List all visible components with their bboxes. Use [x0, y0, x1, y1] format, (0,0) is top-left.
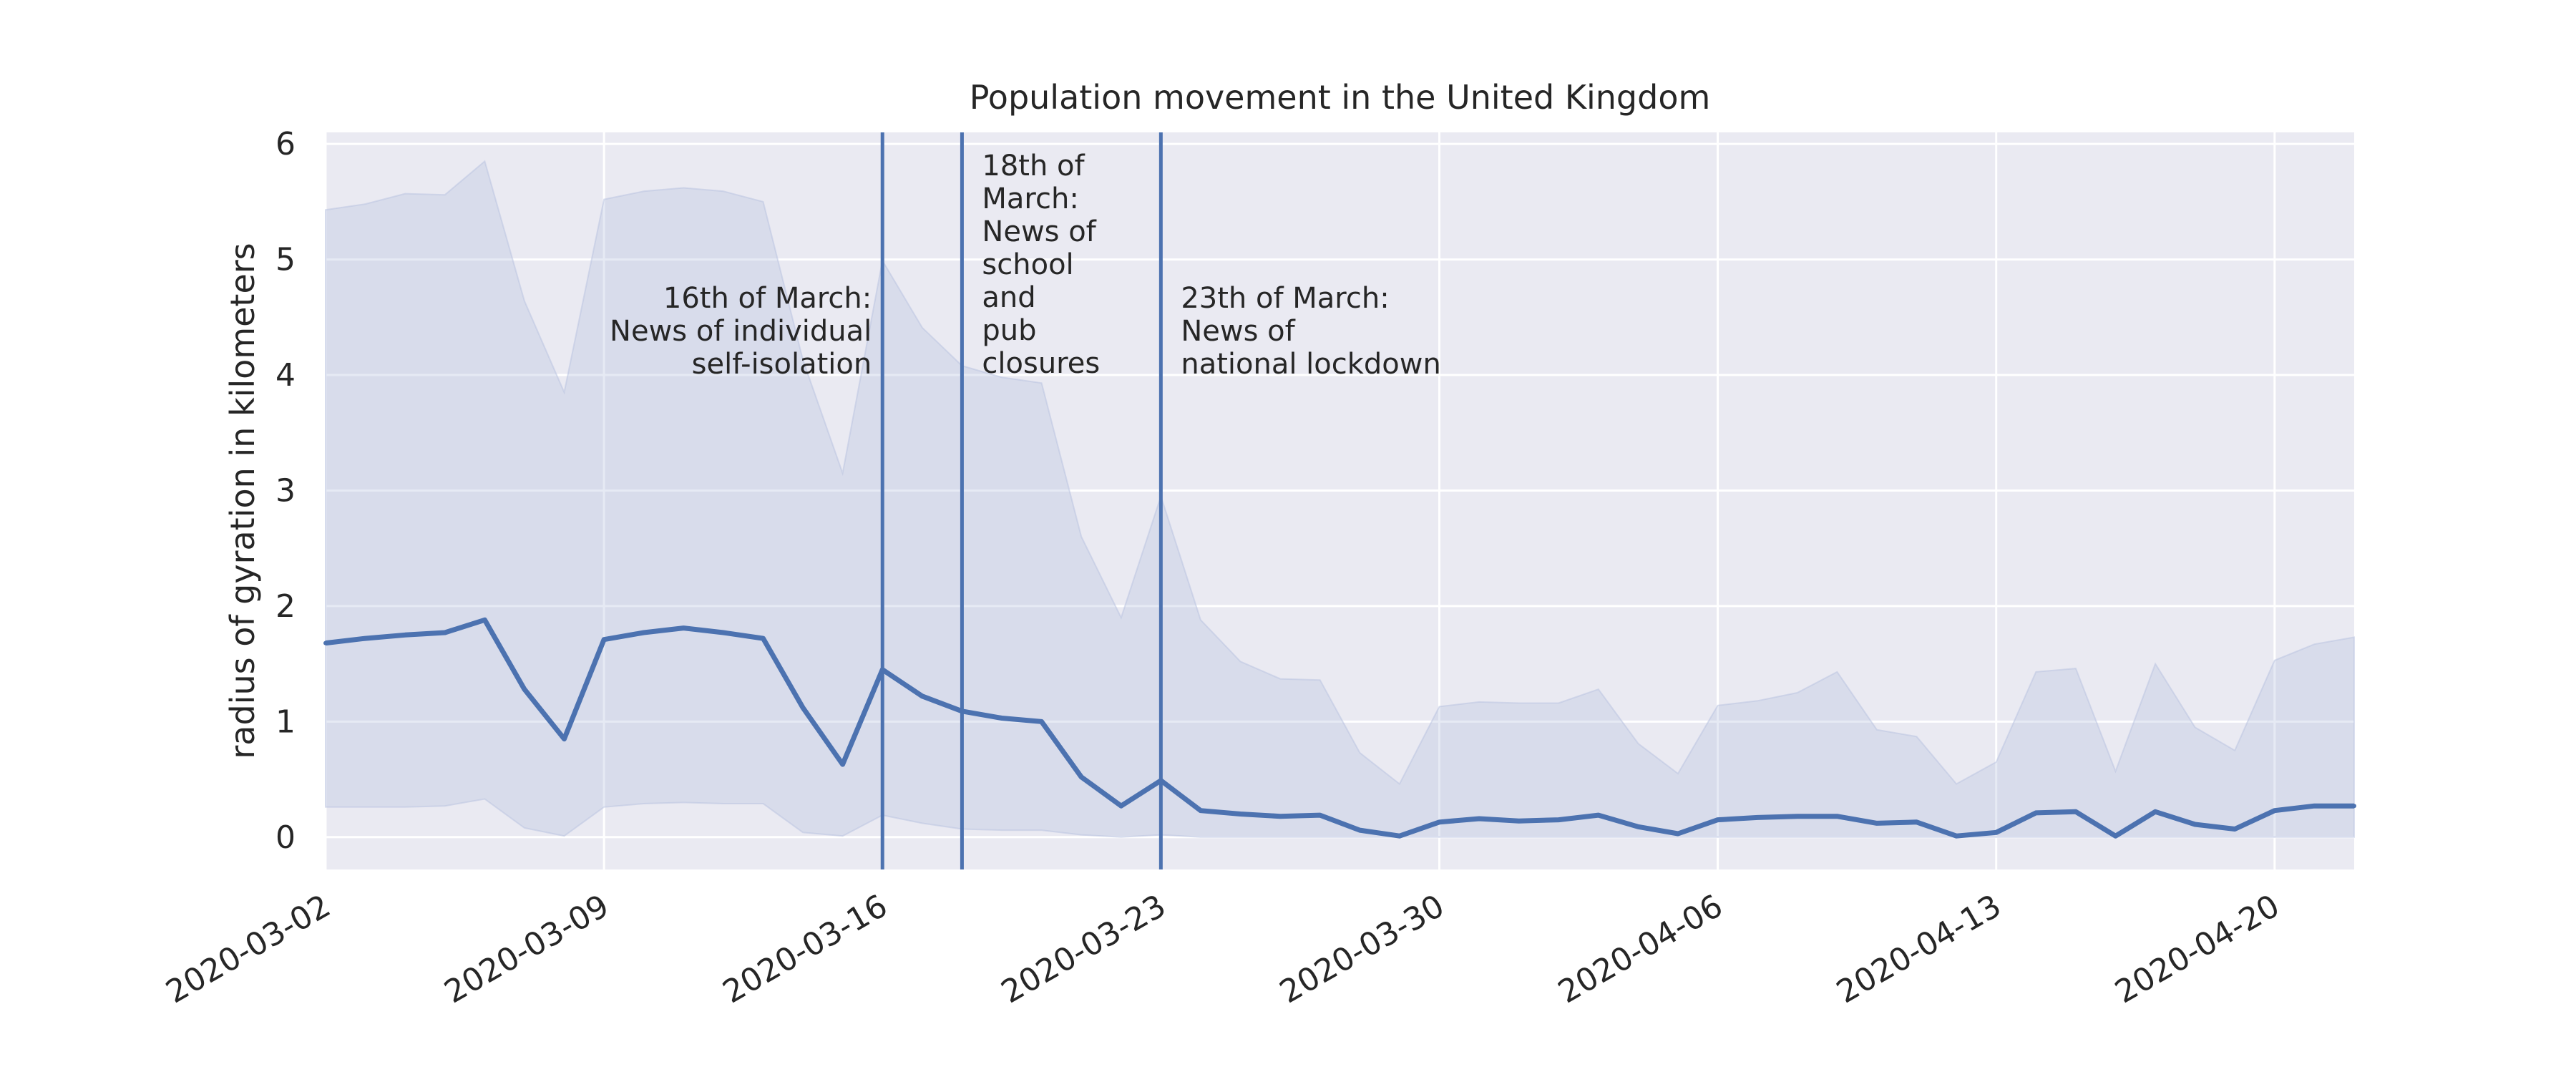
- data-point: [1715, 817, 1720, 822]
- x-tick-label: 2020-04-13: [1830, 887, 2007, 1010]
- data-point: [641, 630, 646, 635]
- annotation-text: March:: [982, 182, 1078, 215]
- data-point: [2272, 808, 2277, 813]
- data-point: [403, 633, 408, 638]
- data-point: [1954, 834, 1959, 839]
- x-tick-label: 2020-03-09: [439, 887, 615, 1010]
- data-point: [801, 705, 806, 710]
- series-line: [325, 617, 2354, 839]
- data-point: [1556, 817, 1561, 822]
- series-line-layer: [323, 617, 2356, 839]
- data-point: [562, 736, 567, 741]
- annotation-text: 18th of: [982, 150, 1085, 182]
- annotation-text: News of individual: [610, 315, 872, 348]
- data-point: [1079, 774, 1084, 779]
- data-point: [323, 640, 328, 645]
- confidence-band-layer: [325, 160, 2355, 838]
- data-point: [1676, 831, 1680, 836]
- data-point: [1118, 804, 1123, 809]
- data-point: [1039, 719, 1044, 724]
- data-point: [1000, 716, 1004, 721]
- data-point: [1357, 828, 1362, 833]
- annotation-text: self-isolation: [692, 348, 872, 381]
- data-point: [1397, 834, 1402, 839]
- data-point: [1835, 814, 1840, 819]
- data-point: [1596, 813, 1601, 818]
- data-point: [1477, 816, 1482, 821]
- data-point: [442, 630, 447, 635]
- annotation-text: school: [982, 248, 1073, 281]
- annotation-text: and: [982, 281, 1035, 314]
- data-point: [2192, 822, 2197, 827]
- data-point: [1516, 819, 1521, 824]
- x-tick-label: 2020-03-16: [717, 887, 894, 1010]
- annotation-text: 16th of March:: [663, 282, 872, 315]
- data-point: [1317, 813, 1322, 818]
- x-tick-label: 2020-04-20: [2109, 887, 2285, 1010]
- data-point: [1636, 824, 1641, 829]
- data-point: [2034, 810, 2039, 815]
- data-point: [1437, 819, 1442, 824]
- annotation-text: News of: [1181, 315, 1295, 348]
- data-point: [2312, 804, 2317, 809]
- data-point: [1755, 815, 1760, 820]
- annotation-text: pub: [982, 314, 1036, 347]
- y-tick-label: 3: [275, 472, 296, 509]
- y-tick-label: 4: [275, 357, 296, 394]
- annotations: 16th of March:News of individualself-iso…: [610, 150, 1441, 381]
- data-point: [1795, 814, 1800, 819]
- y-axis-label: radius of gyration in kilometers: [223, 243, 262, 759]
- data-point: [721, 630, 726, 635]
- data-point: [2352, 804, 2356, 809]
- data-point: [761, 636, 766, 641]
- x-tick-label: 2020-03-30: [1274, 887, 1450, 1010]
- x-tick-label: 2020-03-02: [160, 887, 337, 1010]
- y-tick-label: 6: [275, 126, 296, 162]
- confidence-band: [325, 160, 2355, 838]
- y-tick-label: 2: [275, 588, 296, 625]
- x-tick-label: 2020-04-06: [1552, 887, 1729, 1010]
- y-tick-label: 1: [275, 703, 296, 740]
- annotation-text: closures: [982, 347, 1100, 380]
- data-point: [840, 762, 845, 767]
- data-point: [2073, 809, 2078, 814]
- data-point: [1874, 821, 1879, 826]
- annotation-text: national lockdown: [1181, 348, 1441, 381]
- y-tick-label: 5: [275, 242, 296, 278]
- data-point: [2113, 834, 2118, 839]
- data-point: [919, 693, 924, 698]
- data-point: [2153, 809, 2158, 814]
- y-tick-label: 0: [275, 819, 296, 856]
- data-point: [363, 636, 368, 641]
- data-point: [1278, 814, 1283, 819]
- annotation-text: News of: [982, 215, 1096, 248]
- data-point: [1914, 819, 1919, 824]
- event-lines: [880, 132, 1163, 869]
- data-point: [522, 687, 527, 692]
- y-axis-ticks: 0 1 2 3 4 5 6: [275, 126, 296, 856]
- data-point: [1238, 812, 1243, 817]
- plot-area: [326, 132, 2354, 869]
- data-point: [602, 637, 607, 642]
- x-axis-ticks: 2020-03-02 2020-03-09 2020-03-16 2020-03-23…: [160, 887, 2286, 1010]
- data-point: [681, 625, 686, 630]
- annotation-text: 23th of March:: [1181, 282, 1389, 315]
- data-point: [482, 618, 487, 623]
- data-point: [1994, 830, 1999, 835]
- data-point: [2233, 827, 2238, 832]
- chart-title: Population movement in the United Kingdo…: [970, 78, 1711, 117]
- data-point: [1198, 808, 1203, 813]
- x-tick-label: 2020-03-23: [995, 887, 1172, 1010]
